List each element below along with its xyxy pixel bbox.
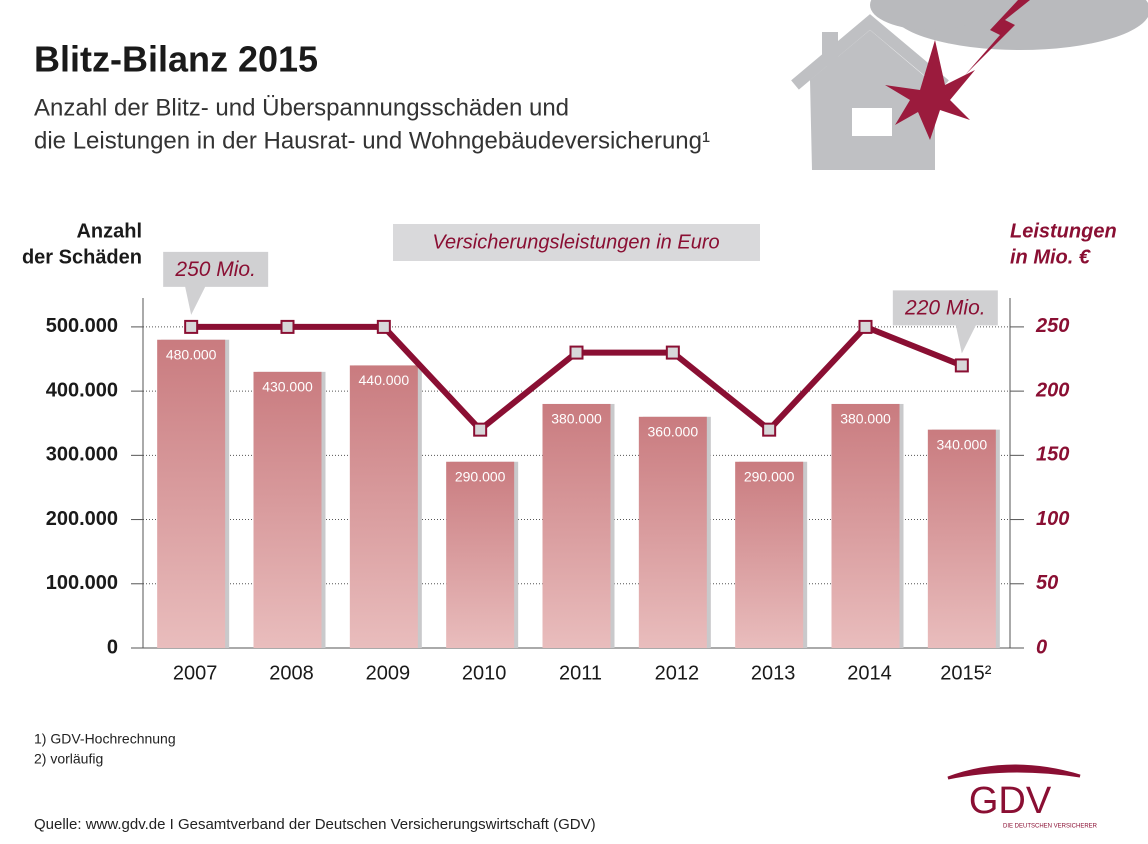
bar xyxy=(927,429,996,648)
bar xyxy=(253,371,322,648)
bar xyxy=(349,365,418,648)
logo-text: GDV xyxy=(969,780,1052,822)
x-tick-label: 2011 xyxy=(559,662,602,684)
value-label: 360.000 xyxy=(648,424,699,440)
chart-title: Blitz-Bilanz 2015 xyxy=(34,39,318,80)
y2-axis-label: in Mio. € xyxy=(1010,246,1091,268)
x-tick-label: 2008 xyxy=(269,662,314,684)
line-marker xyxy=(954,358,969,373)
value-label: 290.000 xyxy=(744,468,795,484)
icon xyxy=(791,0,1148,170)
source: Quelle: www.gdv.de I Gesamtverband der D… xyxy=(34,816,596,833)
y-tick-label: 400.000 xyxy=(46,379,118,401)
x-tick-label: 2012 xyxy=(655,662,700,684)
x-tick-label: 2013 xyxy=(751,662,796,684)
value-label: 290.000 xyxy=(455,468,506,484)
annotation: 220 Mio. xyxy=(904,296,986,319)
y-tick-label: 200.000 xyxy=(46,508,118,530)
value-label: 430.000 xyxy=(262,379,313,395)
x-tick-label: 2010 xyxy=(462,662,507,684)
subtitle: die Leistungen in der Hausrat- und Wohng… xyxy=(34,127,710,154)
y-tick-label: 500.000 xyxy=(46,315,118,337)
footnote: 2) vorläufig xyxy=(34,751,103,767)
callout xyxy=(892,290,998,354)
y2-tick-label: 50 xyxy=(1036,572,1058,594)
bar xyxy=(446,461,515,648)
value-label: 440.000 xyxy=(359,372,410,388)
y-tick-label: 0 xyxy=(107,636,118,658)
bar xyxy=(638,416,707,648)
y-tick-label: 100.000 xyxy=(46,572,118,594)
subtitle: Anzahl der Blitz- und Überspannungsschäd… xyxy=(34,94,569,121)
y2-tick-label: 100 xyxy=(1036,508,1069,530)
value-label: 380.000 xyxy=(551,411,602,427)
line-marker xyxy=(858,319,873,334)
bar xyxy=(542,403,611,648)
y2-tick-label: 0 xyxy=(1036,636,1047,658)
y2-tick-label: 200 xyxy=(1035,379,1069,401)
logo-tagline: DIE DEUTSCHEN VERSICHERER xyxy=(1003,824,1098,830)
x-tick-label: 2007 xyxy=(173,662,218,684)
legend-label: Versicherungsleistungen in Euro xyxy=(432,231,719,253)
x-tick-label: 2009 xyxy=(366,662,411,684)
annotation: 250 Mio. xyxy=(174,258,256,281)
y-axis-label: der Schäden xyxy=(22,246,142,268)
y-tick-label: 300.000 xyxy=(46,444,118,466)
x-tick-label: 2014 xyxy=(847,662,892,684)
y-axis-label: Anzahl xyxy=(76,220,142,242)
value-label: 380.000 xyxy=(840,411,891,427)
bar xyxy=(157,339,226,648)
value-label: 480.000 xyxy=(166,346,217,362)
bar xyxy=(735,461,804,648)
bar xyxy=(831,403,900,648)
line-marker xyxy=(569,345,584,360)
line-marker xyxy=(473,422,488,437)
legend-box xyxy=(393,224,760,261)
footnote: 1) GDV-Hochrechnung xyxy=(34,731,176,747)
y2-axis-label: Leistungen xyxy=(1010,220,1117,242)
y2-tick-label: 250 xyxy=(1035,315,1069,337)
y2-tick-label: 150 xyxy=(1036,444,1069,466)
line-marker xyxy=(376,319,391,334)
x-tick-label: 2015² xyxy=(940,662,991,684)
line-marker xyxy=(184,319,199,334)
callout xyxy=(163,251,269,315)
value-label: 340.000 xyxy=(937,436,988,452)
logo: GDV DIE DEUTSCHEN VERSICHERER xyxy=(947,764,1098,830)
line-marker xyxy=(280,319,295,334)
line-marker xyxy=(665,345,680,360)
line-marker xyxy=(762,422,777,437)
